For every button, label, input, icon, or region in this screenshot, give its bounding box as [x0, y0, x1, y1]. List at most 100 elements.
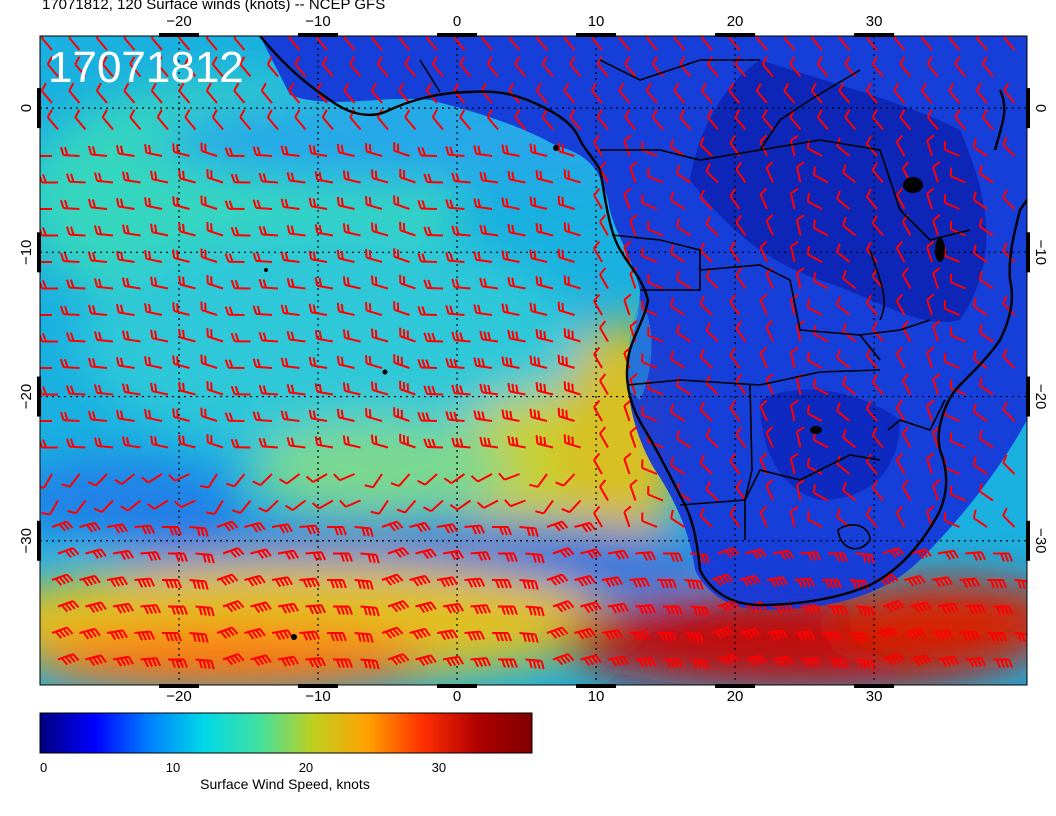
wind-barb — [514, 109, 527, 131]
wind-barb — [393, 195, 410, 210]
wind-barb — [561, 499, 582, 514]
wind-barb — [200, 142, 218, 157]
wind-barb — [40, 253, 52, 263]
wind-barb — [699, 454, 713, 475]
wind-barb — [670, 509, 686, 528]
wind-barb — [222, 547, 245, 558]
wind-barb — [1003, 82, 1016, 104]
wind-barb — [87, 357, 108, 369]
wind-barb — [333, 552, 353, 562]
wind-barb — [112, 549, 134, 560]
wind-barb — [106, 576, 128, 588]
wind-barb — [178, 82, 191, 104]
wind-barb — [299, 524, 321, 535]
wind-barb — [224, 147, 245, 157]
wind-barb — [252, 305, 273, 316]
wind-barb — [409, 521, 431, 533]
wind-barb — [40, 200, 52, 210]
wind-barb — [144, 303, 163, 316]
wind-barb — [123, 36, 136, 51]
wind-barb — [717, 600, 740, 613]
wind-barb — [842, 482, 857, 502]
wind-barb — [74, 56, 87, 78]
lon-label-bottom: −10 — [305, 688, 330, 705]
wind-barb — [926, 109, 939, 131]
wind-barb — [563, 169, 581, 184]
wind-barb — [507, 329, 526, 343]
lon-labels-top: −20 −10 0 10 20 30 — [166, 13, 882, 30]
wind-barb — [415, 548, 437, 559]
wind-barb — [965, 657, 987, 668]
wind-barb — [339, 499, 361, 508]
wind-barb — [501, 144, 520, 157]
wind-barb — [794, 630, 816, 641]
wind-barb — [828, 552, 848, 562]
wind-barb — [735, 426, 747, 449]
wind-barb — [959, 630, 981, 641]
wind-barb — [239, 56, 252, 78]
wind-barb — [641, 247, 658, 263]
wind-barb — [871, 109, 884, 131]
wind-barb — [806, 351, 823, 369]
wind-barb — [336, 302, 355, 316]
wind-barb — [972, 138, 988, 157]
wind-barb — [470, 473, 493, 483]
wind-barb — [1002, 189, 1016, 210]
wind-barb — [364, 407, 383, 422]
wind-barb — [647, 379, 664, 396]
wind-barb — [216, 573, 239, 586]
wind-barb — [926, 399, 935, 422]
wind-barb — [895, 346, 906, 369]
wind-barb — [574, 627, 596, 640]
wind-barb — [278, 473, 301, 485]
wind-barb — [593, 187, 603, 210]
wind-barb — [308, 250, 328, 263]
wind-barb — [871, 374, 884, 396]
lon-label-bottom: 30 — [866, 688, 883, 705]
wind-barb — [836, 243, 851, 263]
lat-label-right: −20 — [1032, 384, 1049, 409]
wind-barb — [993, 552, 1013, 562]
wind-barb — [40, 82, 53, 104]
wind-barb — [144, 356, 163, 369]
wind-barb — [122, 224, 141, 237]
wind-barb — [286, 172, 306, 184]
wind-barb — [663, 605, 683, 615]
wind-barb — [65, 173, 86, 184]
wind-barb — [546, 626, 569, 639]
wind-barb — [822, 632, 842, 642]
wind-barb — [360, 658, 380, 670]
wind-barb — [931, 629, 953, 641]
wind-barb — [129, 56, 142, 78]
wind-barb — [205, 499, 224, 516]
wind-barb — [755, 82, 768, 104]
wind-barb — [370, 328, 389, 343]
wind-barb — [65, 332, 86, 343]
wind-barb — [116, 197, 135, 210]
wind-barb — [943, 194, 960, 210]
wind-barb — [607, 655, 629, 667]
wind-barb — [476, 499, 499, 509]
wind-barb — [641, 459, 658, 475]
wind-barb — [399, 380, 416, 396]
wind-barb — [206, 221, 224, 237]
wind-barb — [765, 214, 774, 236]
wind-barb — [635, 657, 657, 668]
wind-barb — [535, 223, 554, 237]
wind-barb — [943, 300, 960, 316]
date-stamp: 17071812 — [48, 43, 244, 92]
wind-barb — [972, 191, 988, 210]
wind-barb — [593, 452, 603, 475]
wind-barb — [783, 36, 796, 51]
wind-barb — [949, 432, 966, 449]
wind-barb — [641, 353, 658, 369]
wind-barb — [116, 250, 135, 263]
wind-barb — [85, 654, 107, 666]
wind-barb — [501, 250, 520, 263]
wind-barb — [459, 56, 472, 78]
wind-barb — [271, 523, 293, 534]
wind-barb — [172, 355, 190, 369]
wind-barb — [150, 276, 169, 290]
wind-barb — [258, 331, 279, 343]
wind-barb — [812, 378, 829, 396]
